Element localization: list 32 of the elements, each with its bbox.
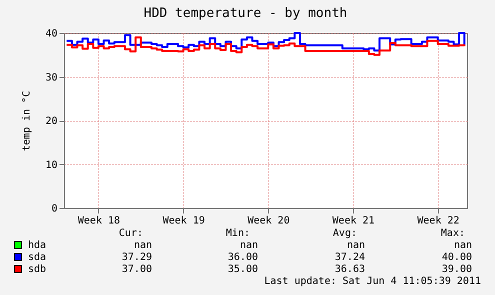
y-tick-label: 0: [51, 204, 58, 214]
text: nan: [134, 240, 152, 251]
text: 37.00: [122, 264, 152, 275]
text: nan: [346, 240, 365, 251]
text: nan: [240, 240, 258, 251]
y-tick-label: 10: [45, 160, 58, 171]
y-tick-label: 20: [45, 116, 58, 127]
text: Min:: [226, 228, 250, 239]
text: 36.00: [228, 252, 258, 263]
x-tick-label: Week 20: [248, 216, 290, 226]
text: 39.00: [442, 264, 472, 275]
text: Max:: [440, 228, 465, 239]
text: 40.00: [442, 252, 472, 263]
text: Avg:: [332, 228, 357, 239]
text: nan: [454, 240, 472, 251]
x-tick-label: Week 19: [162, 216, 205, 226]
text: 37.24: [334, 252, 365, 263]
y-axis-title: temp in °C: [21, 90, 32, 152]
legend-label: sda: [28, 252, 46, 263]
text: 37.29: [122, 252, 152, 263]
x-tick-label: Week 21: [332, 216, 375, 226]
chart-title: HDD temperature - by month: [144, 6, 348, 21]
text: Cur:: [118, 228, 143, 239]
legend-label: hda: [28, 240, 46, 251]
x-tick-label: Week 22: [417, 216, 460, 226]
y-tick-label: 40: [45, 28, 58, 40]
text: 36.63: [334, 264, 365, 275]
text: Last update: Sat Jun 4 11:05:39 2011: [264, 276, 481, 287]
x-tick-label: Week 18: [78, 216, 120, 226]
text: 35.00: [228, 264, 258, 275]
legend-label: sdb: [28, 264, 46, 275]
y-tick-label: 30: [45, 72, 58, 84]
